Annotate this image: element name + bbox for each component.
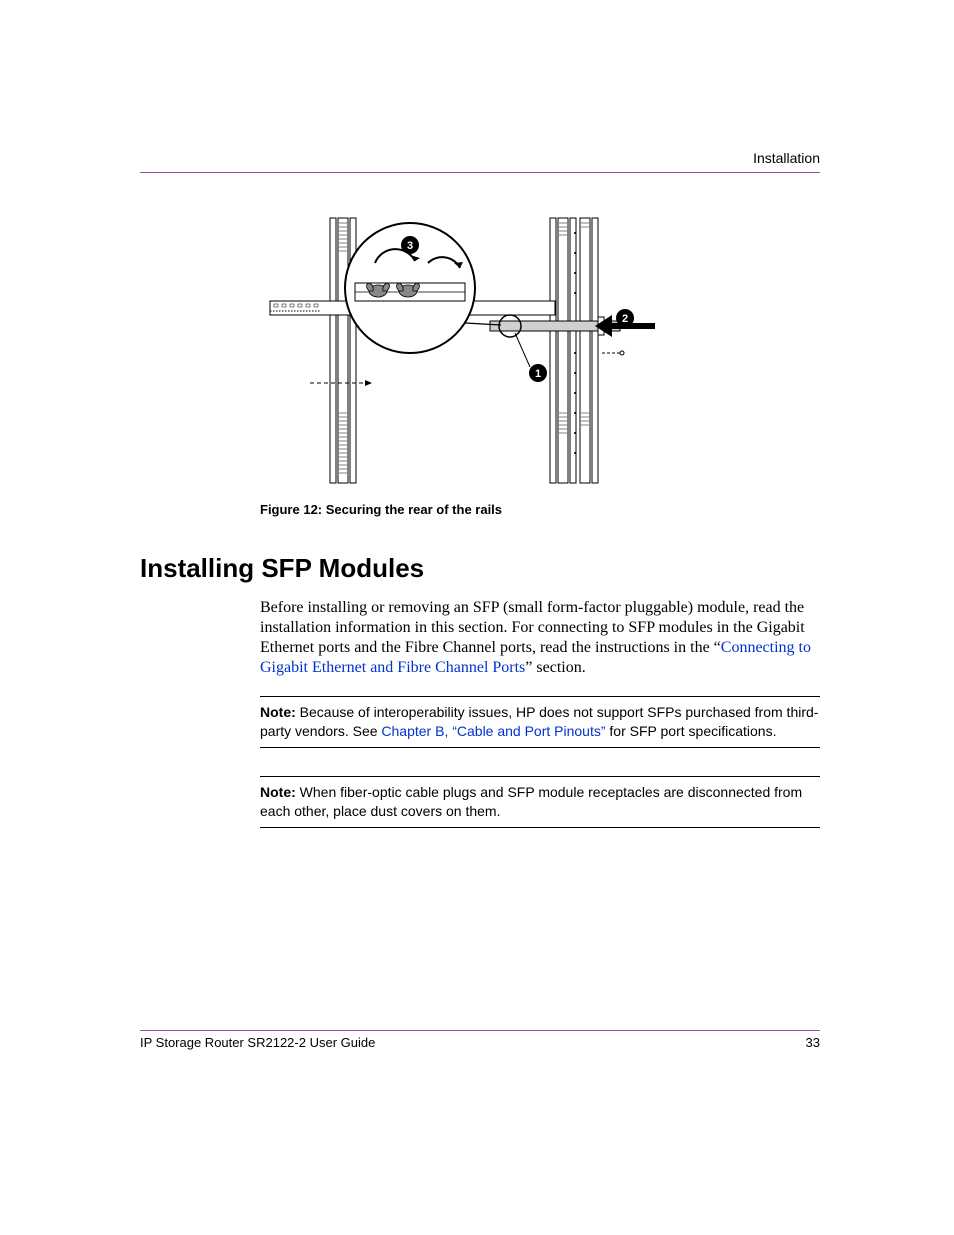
figure-caption-title: Securing the rear of the rails	[326, 502, 502, 517]
note2-text: When fiber-optic cable plugs and SFP mod…	[260, 784, 802, 819]
footer-doc-title: IP Storage Router SR2122-2 User Guide	[140, 1035, 375, 1050]
note-label-1: Note:	[260, 704, 296, 720]
header-section: Installation	[140, 150, 820, 166]
footer-page-number: 33	[806, 1035, 820, 1050]
callout-3: 3	[407, 240, 413, 252]
figure-12: 1 2 3 Figure 12: Securing the rear of th…	[260, 213, 820, 517]
figure-12-caption: Figure 12: Securing the rear of the rail…	[260, 502, 820, 517]
bottom-rule	[140, 1030, 820, 1031]
top-rule	[140, 172, 820, 173]
note-interop: Note: Because of interoperability issues…	[260, 696, 820, 748]
note-label-2: Note:	[260, 784, 296, 800]
page-footer: IP Storage Router SR2122-2 User Guide 33	[140, 1030, 820, 1050]
heading-installing-sfp-modules: Installing SFP Modules	[140, 553, 820, 584]
link-chapter-b-pinouts[interactable]: Chapter B, “Cable and Port Pinouts”	[381, 723, 605, 739]
intro-post: ” section.	[525, 659, 585, 676]
note-dust-covers: Note: When fiber-optic cable plugs and S…	[260, 776, 820, 828]
callout-1: 1	[535, 368, 541, 380]
intro-paragraph: Before installing or removing an SFP (sm…	[260, 598, 820, 678]
figure-caption-prefix: Figure 12:	[260, 502, 326, 517]
callout-2: 2	[622, 313, 628, 325]
figure-12-image: 1 2 3	[260, 213, 660, 488]
note1-post: for SFP port specifications.	[606, 723, 777, 739]
